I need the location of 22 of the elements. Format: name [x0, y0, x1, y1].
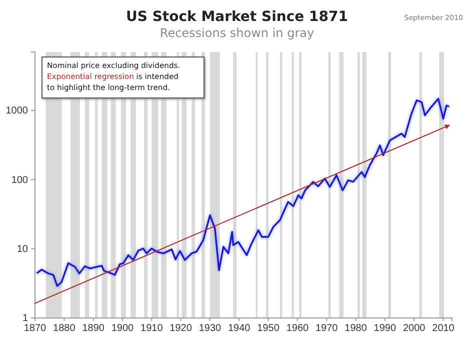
- x-tick-label: 1880: [53, 323, 76, 334]
- chart-subtitle: Recessions shown in gray: [160, 26, 314, 40]
- x-tick-label: 1870: [24, 323, 47, 334]
- y-tick-label: 1000: [6, 106, 28, 117]
- x-tick-label: 2000: [402, 323, 426, 334]
- chart-title: US Stock Market Since 1871: [126, 9, 348, 25]
- x-tick-label: 1990: [374, 323, 396, 334]
- x-tick-label: 1970: [315, 323, 338, 334]
- x-tick-label: 1950: [257, 323, 280, 334]
- y-tick-label: 10: [16, 244, 28, 256]
- x-tick-label: 1920: [170, 323, 192, 334]
- y-tick-label: 1: [22, 313, 28, 324]
- x-tick-label: 1890: [82, 323, 105, 334]
- x-tick-label: 1930: [198, 323, 222, 334]
- x-tick-label: 2010: [432, 323, 455, 334]
- x-tick-label: 1910: [140, 323, 164, 334]
- x-tick-label: 1900: [111, 323, 134, 334]
- line-series: [36, 98, 450, 287]
- x-tick-label: 1960: [286, 323, 310, 334]
- y-tick-label: 100: [11, 174, 28, 186]
- x-tick-label: 1980: [344, 323, 368, 334]
- x-tick-label: 1940: [228, 323, 251, 334]
